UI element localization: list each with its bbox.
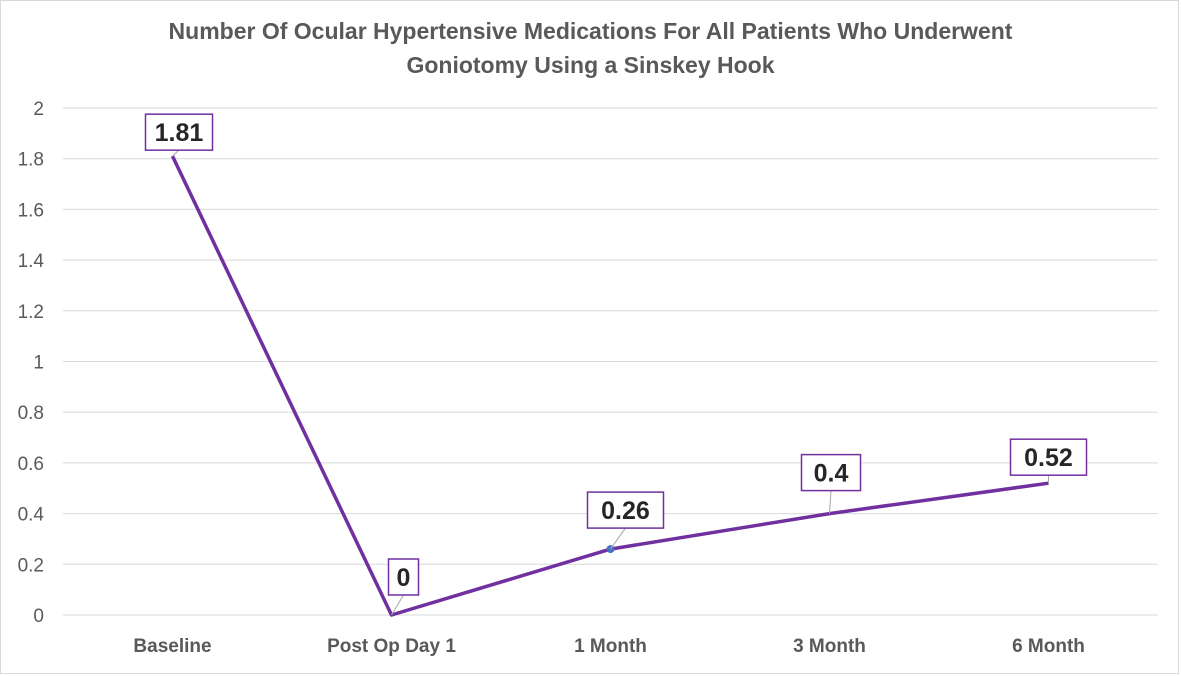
y-tick-label: 2 (33, 99, 44, 120)
y-tick-label: 1 (33, 353, 44, 374)
data-label: 0.26 (601, 497, 650, 525)
y-tick-label: 0.4 (18, 505, 45, 526)
y-axis-tick-labels: 0 0.2 0.4 0.6 0.8 1 1.2 1.4 1.6 1.8 2 (18, 99, 45, 627)
y-tick-label: 1.6 (18, 200, 44, 221)
y-tick-label: 0.6 (18, 454, 44, 475)
data-label-leader (610, 527, 626, 550)
chart-title: Number Of Ocular Hypertensive Medication… (0, 14, 1181, 82)
y-tick-label: 1.4 (18, 251, 45, 272)
gridlines (63, 107, 1158, 616)
data-label: 0.52 (1024, 444, 1073, 472)
y-tick-label: 0.2 (18, 555, 44, 576)
y-tick-label: 1.8 (18, 150, 44, 171)
data-label-leader (829, 490, 832, 514)
data-label-box (1009, 438, 1088, 476)
data-label-box (387, 558, 420, 596)
data-label-box (800, 453, 862, 492)
data-labels: 1.81 0 0.26 0.4 0.52 (144, 113, 1088, 616)
data-label: 0 (397, 564, 411, 592)
chart-title-line-1: Number Of Ocular Hypertensive Medication… (168, 18, 1013, 44)
x-category-label: Post Op Day 1 (327, 636, 456, 657)
y-tick-label: 0 (33, 606, 44, 627)
data-label: 1.81 (155, 119, 204, 147)
series-line-group (170, 155, 1049, 617)
x-category-label: 3 Month (793, 636, 866, 657)
x-category-label: Baseline (133, 636, 211, 657)
data-label: 0.4 (814, 460, 849, 488)
data-label-leader (172, 149, 180, 157)
data-label-leader (391, 594, 404, 616)
data-label-box (586, 491, 665, 529)
y-tick-label: 1.2 (18, 302, 44, 323)
y-tick-label: 0.8 (18, 403, 44, 424)
data-label-box (144, 113, 214, 151)
chart-title-line-2: Goniotomy Using a Sinskey Hook (406, 52, 775, 78)
x-axis-category-labels: Baseline Post Op Day 1 1 Month 3 Month 6 Mon… (133, 636, 1084, 657)
x-category-label: 6 Month (1012, 636, 1085, 657)
x-category-label: 1 Month (574, 636, 647, 657)
